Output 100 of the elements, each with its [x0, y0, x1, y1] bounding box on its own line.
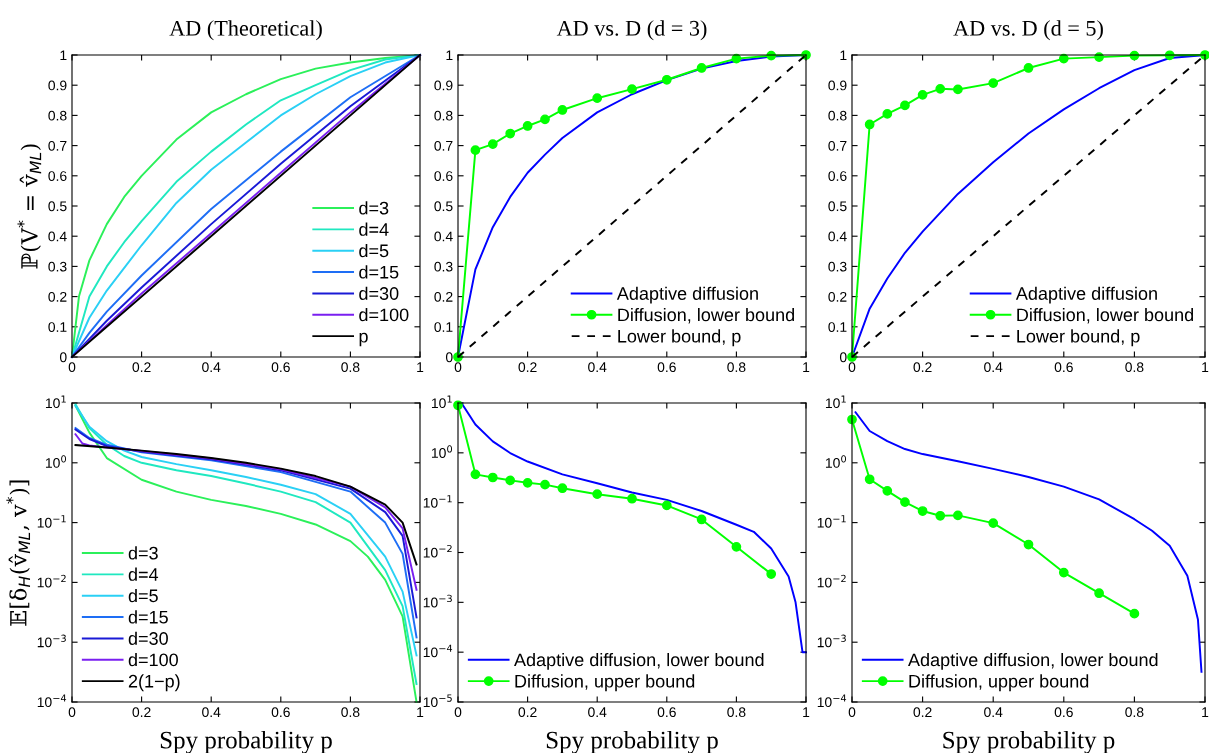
legend-label: Lower bound, p [618, 329, 741, 347]
point [864, 119, 875, 130]
point [988, 78, 999, 88]
y-tick-label: 0.4 [48, 231, 67, 242]
point [935, 510, 946, 521]
x-tick-label: 1 [803, 707, 810, 717]
legend-label: d=4 [128, 567, 159, 581]
x-tick-label: 0.8 [1125, 707, 1144, 718]
y-tick-label: 10$^{1}$ [825, 395, 846, 409]
point [917, 90, 928, 100]
y-tick-label: 10$^{0}$ [825, 455, 847, 468]
point [592, 93, 603, 104]
x-tick-label: 0 [68, 362, 76, 373]
x-tick-label: 0.8 [341, 362, 360, 373]
legend-label: Adaptive diffusion [1015, 286, 1157, 304]
y-tick-label: 10$^{−4}$ [37, 694, 67, 708]
y-tick-label: 0.1 [828, 322, 847, 332]
y-tick-label: 0.3 [434, 261, 453, 272]
x-tick-label: 0.2 [913, 707, 932, 718]
y-tick-label: 0.9 [828, 80, 847, 91]
x-tick-label: 0.2 [132, 362, 151, 373]
point [864, 474, 875, 485]
point [557, 483, 568, 494]
x-tick-label: 0 [848, 707, 856, 718]
y-tick-label: 0.3 [48, 261, 67, 272]
y-tick-label: 0 [59, 352, 67, 363]
legend-label: Diffusion, upper bound [909, 674, 1089, 692]
point [731, 541, 742, 552]
y-tick-label: 0.8 [434, 110, 453, 121]
y-tick-label: 10$^{0}$ [45, 455, 67, 468]
y-tick-label: 10$^{−2}$ [817, 574, 846, 588]
y-tick-label: 0.2 [828, 291, 847, 302]
y-tick-label: 10$^{−5}$ [423, 694, 452, 708]
x-tick-label: 1 [803, 362, 810, 372]
y-tick-label: 10$^{−4}$ [817, 694, 847, 708]
legend-label: d=5 [128, 588, 158, 603]
x-tick-label: 0.8 [1125, 362, 1144, 373]
x-tick-label: 1 [1202, 707, 1209, 717]
point [1129, 608, 1140, 619]
x-tick-label: 0.2 [913, 362, 932, 373]
y-tick-label: 1 [446, 50, 453, 61]
legend-label: d=100 [359, 307, 409, 322]
point [1094, 588, 1104, 599]
y-tick-label: 0.6 [48, 171, 67, 181]
x-tick-label: 0.4 [984, 707, 1003, 718]
y-tick-label: 0 [445, 352, 453, 363]
y-tick-label: 0.5 [48, 201, 67, 212]
x-tick-label: 1 [1202, 362, 1209, 372]
legend-label: d=100 [128, 652, 178, 667]
point [487, 139, 498, 149]
legend-label: Adaptive diffusion, lower bound [908, 652, 1158, 670]
x-axis-title: Spy probability p [160, 730, 332, 753]
chart-title: AD (Theoretical) [169, 20, 322, 41]
x-tick-label: 0.8 [341, 707, 360, 718]
y-tick-label: 0 [839, 352, 847, 363]
legend-label: d=5 [359, 243, 389, 258]
x-tick-label: 0.4 [202, 362, 221, 373]
point [487, 472, 498, 483]
legend-label: d=30 [359, 286, 399, 300]
point [540, 479, 550, 490]
point [505, 475, 516, 486]
point [900, 100, 910, 111]
y-tick-label: 10$^{−3}$ [817, 634, 846, 648]
x-tick-label: 0.2 [132, 707, 151, 718]
chart-title: AD vs. D (d = 5) [953, 20, 1103, 41]
y-tick-label: 0.4 [434, 231, 453, 242]
x-tick-label: 0.6 [657, 362, 676, 373]
legend-label: 2(1−p) [128, 674, 180, 692]
legend-label: Diffusion, upper bound [515, 674, 695, 692]
x-tick-label: 0.6 [271, 707, 290, 718]
y-tick-label: 10$^{0}$ [431, 445, 453, 458]
y-tick-label: 0.1 [434, 322, 453, 332]
point [988, 518, 999, 528]
line-series [74, 433, 418, 591]
x-tick-label: 0.6 [1054, 707, 1073, 718]
y-tick-label: 0.2 [48, 291, 67, 302]
point [522, 477, 533, 488]
y-tick-label: 10$^{1}$ [431, 395, 452, 409]
y-tick-label: 10$^{−4}$ [423, 644, 453, 658]
x-tick-label: 0.8 [727, 362, 746, 373]
y-tick-label: 0.9 [434, 80, 453, 91]
x-tick-label: 0 [454, 362, 462, 373]
point [661, 500, 672, 511]
point [627, 493, 637, 504]
point [882, 485, 893, 496]
point [696, 63, 707, 73]
point [505, 128, 516, 139]
point [696, 514, 707, 525]
point [1058, 567, 1069, 578]
y-tick-label: 10$^{1}$ [45, 395, 66, 409]
x-tick-label: 0.4 [588, 362, 607, 373]
y-tick-label: 0.7 [48, 140, 67, 151]
point [953, 510, 963, 521]
point [557, 105, 568, 115]
y-tick-label: 10$^{−3}$ [37, 634, 66, 648]
line-series [71, 54, 421, 358]
point [522, 121, 533, 131]
x-tick-label: 0.2 [518, 362, 537, 373]
y-tick-label: 0.5 [434, 201, 453, 212]
x-tick-label: 0.2 [518, 707, 537, 718]
